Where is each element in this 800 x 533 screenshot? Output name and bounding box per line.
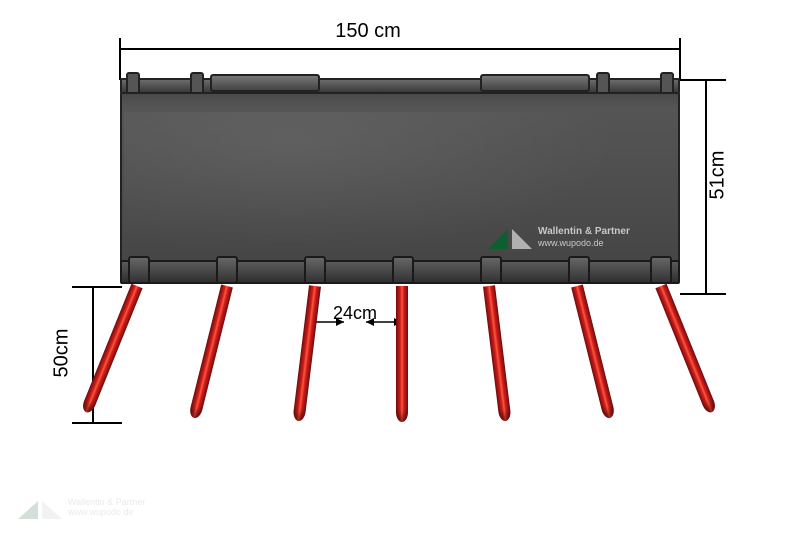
dim-height-lower-label: 50cm [51,329,74,378]
dim-width-tick-left [119,38,121,80]
watermark-text: Wallentin & Partner www.wupodo.de [68,498,145,518]
lug [126,72,140,92]
tine-socket [392,256,414,284]
lug [190,72,204,92]
watermark-website: www.wupodo.de [68,508,145,518]
dim-height-upper-tick-bottom [680,293,726,295]
wp-logo-icon [488,225,532,249]
dim-width-tick-right [679,38,681,80]
watermark: Wallentin & Partner www.wupodo.de [18,497,145,519]
dim-height-upper-tick-top [680,79,726,81]
dim-width-line [119,48,681,50]
brand-website: www.wupodo.de [538,238,630,249]
tine [393,286,411,422]
lug [660,72,674,92]
tine-socket [650,256,672,284]
tine-socket [216,256,238,284]
brand-company-name: Wallentin & Partner [538,226,630,238]
tine [289,285,323,422]
brand-logo: Wallentin & Partner www.wupodo.de [488,216,658,258]
tine-socket [128,256,150,284]
tine-socket [480,256,502,284]
brand-text: Wallentin & Partner www.wupodo.de [538,226,630,249]
dim-height-lower-tick-top [72,286,122,288]
tine [480,285,514,422]
dim-height-upper-label: 51cm [707,151,730,200]
tine [185,284,235,420]
mount-bracket-right [480,74,590,92]
tine [568,284,618,420]
tine-socket [568,256,590,284]
dim-height-upper-line [705,79,707,295]
mount-bracket-left [210,74,320,92]
dim-height-lower-tick-bottom [72,422,122,424]
dim-width-label: 150 cm [335,20,401,43]
tine [653,283,721,416]
technical-diagram: 150 cm 51cm 50cm 24cm [0,0,800,533]
wp-logo-icon [18,497,62,519]
tine-socket [304,256,326,284]
lug [596,72,610,92]
tine [78,283,146,416]
